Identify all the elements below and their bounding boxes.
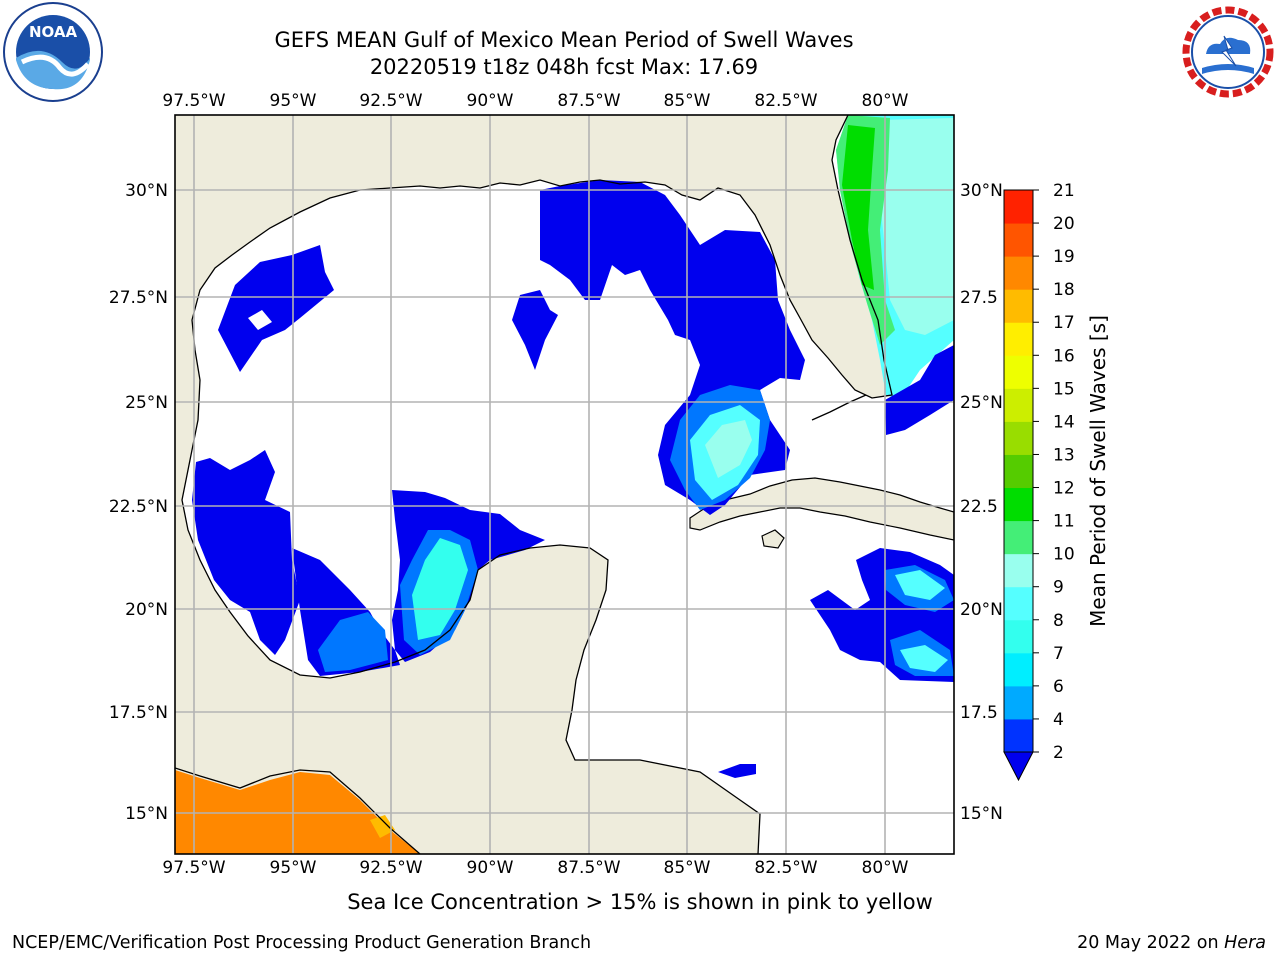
lon-label-top: 97.5°W [162, 91, 225, 111]
colorbar-segment [1004, 487, 1033, 522]
lat-label-left: 22.5°N [109, 497, 168, 517]
colorbar-segment [1004, 223, 1033, 257]
colorbar-segment [1004, 322, 1033, 356]
lon-label-top: 90°W [467, 91, 514, 111]
colorbar-segment [1004, 652, 1033, 687]
lon-label-bottom: 85°W [664, 858, 711, 878]
lon-label-bottom: 80°W [862, 858, 909, 878]
lat-label-right: 27.5 [960, 288, 998, 308]
lat-label-right: 20°N [960, 600, 1003, 620]
colorbar-segment [1004, 520, 1033, 555]
colorbar-tick-label: 4 [1053, 710, 1064, 730]
colorbar-tick-label: 20 [1053, 214, 1075, 234]
colorbar-tick-label: 21 [1053, 181, 1075, 201]
lat-labels-right: 30°N 27.5 25°N 22.5 20°N 17.5 15°N [960, 181, 1003, 824]
lat-label-left: 30°N [125, 181, 168, 201]
lon-labels-top: 97.5°W 95°W 92.5°W 90°W 87.5°W 85°W 82.5… [162, 91, 908, 111]
colorbar-frame [1003, 189, 1034, 753]
cuba [689, 477, 954, 541]
lat-label-right: 25°N [960, 393, 1003, 413]
graticule [175, 115, 954, 854]
lat-label-left: 15°N [125, 804, 168, 824]
lon-label-bottom: 95°W [270, 858, 317, 878]
lon-label-top: 82.5°W [754, 91, 817, 111]
colorbar-segment [1004, 190, 1033, 224]
lon-label-top: 95°W [270, 91, 317, 111]
colorbar-tick-label: 8 [1053, 611, 1064, 631]
colorbar-segment [1004, 421, 1033, 455]
isla-de-la-juventud [761, 529, 785, 549]
lat-label-left: 20°N [125, 600, 168, 620]
colorbar-segment [1004, 619, 1033, 654]
lat-labels-left: 30°N 27.5°N 25°N 22.5°N 20°N 17.5°N 15°N [109, 181, 168, 824]
colorbar-tick-label: 7 [1053, 644, 1064, 664]
colorbar-tick-label: 10 [1053, 545, 1075, 565]
colorbar-tick-label: 17 [1053, 313, 1075, 333]
colorbar-segment [1004, 553, 1033, 588]
colorbar-tick-label: 15 [1053, 379, 1075, 399]
lat-label-left: 17.5°N [109, 703, 168, 723]
colorbar-tick-label: 9 [1053, 578, 1064, 598]
map-frame [174, 114, 955, 855]
colorbar-segment [1004, 256, 1033, 290]
colorbar-tick-label: 2 [1053, 743, 1064, 763]
lon-label-top: 80°W [862, 91, 909, 111]
map-title: GEFS MEAN Gulf of Mexico Mean Period of … [274, 28, 854, 52]
lat-label-left: 27.5°N [109, 288, 168, 308]
lon-label-bottom: 82.5°W [754, 858, 817, 878]
credit-date: 20 May 2022 on Hera [1077, 933, 1266, 953]
noaa-logo-text: NOAA [29, 23, 78, 41]
colorbar [1003, 189, 1034, 782]
colorbar-segment [1004, 586, 1033, 621]
colorbar-label: Mean Period of Swell Waves [s] [1086, 315, 1110, 627]
colorbar-under-arrow [1003, 751, 1034, 782]
lon-labels-bottom: 97.5°W 95°W 92.5°W 90°W 87.5°W 85°W 82.5… [162, 858, 908, 878]
colorbar-segment [1004, 355, 1033, 389]
lon-label-top: 85°W [664, 91, 711, 111]
noaa-logo: NOAA [3, 2, 103, 102]
credit-host: Hera [1224, 933, 1266, 953]
lon-label-bottom: 87.5°W [557, 858, 620, 878]
colorbar-tick-label: 18 [1053, 280, 1075, 300]
sea-ice-note: Sea Ice Concentration > 15% is shown in … [347, 890, 933, 914]
lon-label-bottom: 97.5°W [162, 858, 225, 878]
credit-date-text: 20 May 2022 on [1077, 933, 1225, 953]
pacific-coastline [175, 767, 421, 854]
credit-branch: NCEP/EMC/Verification Post Processing Pr… [12, 933, 592, 953]
lat-label-right: 22.5 [960, 497, 998, 517]
swell-period-field [175, 115, 954, 854]
colorbar-tick-label: 19 [1053, 247, 1075, 267]
coastline [181, 115, 893, 854]
map-plot-area [175, 115, 954, 854]
nws-logo [1180, 4, 1276, 100]
colorbar-tick-label: 14 [1053, 412, 1075, 432]
lon-label-bottom: 92.5°W [359, 858, 422, 878]
colorbar-segment [1004, 685, 1033, 720]
lon-label-top: 87.5°W [557, 91, 620, 111]
lat-label-left: 25°N [125, 393, 168, 413]
colorbar-segment [1004, 718, 1033, 753]
lat-label-right: 30°N [960, 181, 1003, 201]
colorbar-tick-label: 13 [1053, 445, 1075, 465]
colorbar-tick-label: 6 [1053, 677, 1064, 697]
lon-label-bottom: 90°W [467, 858, 514, 878]
colorbar-segment [1004, 454, 1033, 489]
colorbar-tick-label: 16 [1053, 346, 1075, 366]
colorbar-ticks: 2 4 6 7 8 9 10 11 12 13 14 15 16 17 18 19 20 21 [1033, 181, 1075, 763]
colorbar-segment [1004, 388, 1033, 422]
colorbar-tick-label: 12 [1053, 479, 1075, 499]
colorbar-segment [1004, 289, 1033, 323]
colorbar-tick-label: 11 [1053, 512, 1075, 532]
lat-label-right: 17.5 [960, 703, 998, 723]
lat-label-right: 15°N [960, 804, 1003, 824]
lon-label-top: 92.5°W [359, 91, 422, 111]
map-subtitle: 20220519 t18z 048h fcst Max: 17.69 [369, 55, 759, 79]
